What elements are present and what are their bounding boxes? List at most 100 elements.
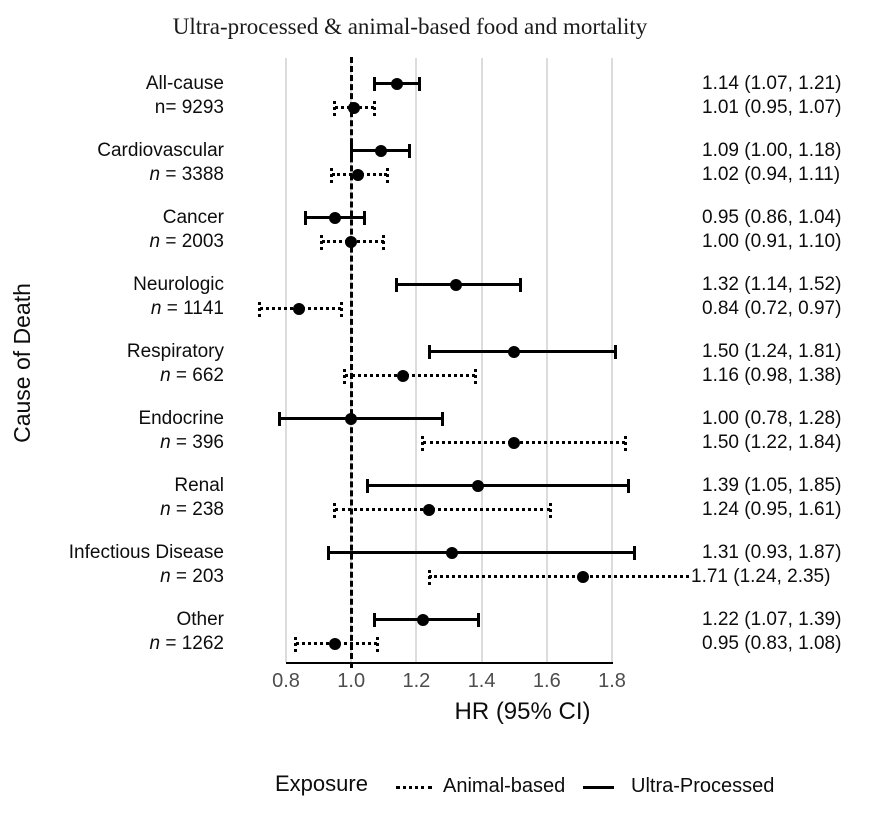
cause-label: Renal — [174, 474, 224, 496]
ci-line-ultra-processed — [279, 417, 443, 420]
hr-value: 1.01 (0.95, 1.07) — [702, 96, 842, 118]
ci-cap-high-ultra-processed — [633, 545, 637, 560]
ci-cap-high-ultra-processed — [613, 344, 617, 359]
point-estimate-animal-based — [423, 503, 436, 516]
ci-cap-high-animal-based — [375, 636, 379, 652]
ci-line-animal-based — [422, 441, 626, 444]
cause-label: Cancer — [162, 206, 224, 228]
hr-value: 1.16 (0.98, 1.38) — [702, 364, 842, 386]
hr-value: 1.22 (1.07, 1.39) — [702, 608, 842, 630]
point-estimate-ultra-processed — [472, 479, 485, 492]
solid-line-legend-sample — [583, 786, 614, 789]
cause-label: All-cause — [145, 72, 224, 94]
hr-value: 0.84 (0.72, 0.97) — [702, 297, 842, 319]
gridline-1.4 — [480, 58, 483, 662]
hr-value: 1.02 (0.94, 1.11) — [702, 163, 841, 185]
hr-value: 1.50 (1.24, 1.81) — [702, 340, 842, 362]
n-label: n = 1262 — [149, 632, 225, 654]
ci-cap-high-animal-based — [473, 368, 477, 384]
ci-cap-low-ultra-processed — [366, 478, 369, 493]
cause-label: Other — [176, 608, 224, 630]
legend-title: Exposure — [275, 771, 368, 796]
ci-line-ultra-processed — [328, 551, 635, 554]
hr-value: 1.00 (0.91, 1.10) — [702, 230, 842, 252]
point-estimate-ultra-processed — [345, 412, 358, 425]
n-label: n = 1141 — [150, 297, 224, 319]
hr-value: 1.00 (0.78, 1.28) — [702, 407, 842, 429]
ci-cap-high-ultra-processed — [362, 210, 366, 225]
legend-label-ultra-processed: Ultra-Processed — [631, 775, 775, 797]
ci-cap-high-animal-based — [623, 435, 627, 451]
point-estimate-ultra-processed — [416, 613, 429, 626]
n-label: n = 3388 — [149, 163, 225, 185]
point-estimate-animal-based — [345, 235, 358, 248]
x-tick-label-1.8: 1.8 — [598, 670, 626, 692]
ci-cap-low-animal-based — [333, 100, 337, 116]
hr-value: 0.95 (0.83, 1.08) — [702, 632, 842, 654]
n-label: n = 2003 — [149, 230, 225, 252]
gridline-0.8 — [285, 58, 287, 662]
n-label: n = 396 — [160, 431, 224, 453]
ci-cap-high-ultra-processed — [408, 143, 412, 158]
hr-value: 1.50 (1.22, 1.84) — [702, 431, 842, 453]
ci-cap-low-ultra-processed — [349, 143, 353, 158]
ci-line-ultra-processed — [429, 350, 616, 353]
point-estimate-ultra-processed — [328, 211, 341, 224]
x-tick-label-0.8: 0.8 — [272, 670, 300, 692]
ci-cap-high-animal-based — [382, 234, 386, 250]
hr-value: 1.32 (1.14, 1.52) — [702, 273, 842, 295]
ci-line-ultra-processed — [367, 484, 629, 487]
ci-cap-low-animal-based — [330, 167, 334, 183]
ci-cap-low-animal-based — [343, 368, 347, 384]
ci-cap-low-animal-based — [427, 569, 431, 585]
point-estimate-ultra-processed — [508, 345, 521, 358]
point-estimate-animal-based — [328, 637, 341, 650]
x-tick-label-1.6: 1.6 — [532, 670, 561, 692]
ci-cap-low-animal-based — [421, 435, 425, 451]
point-estimate-animal-based — [348, 101, 361, 114]
ci-cap-high-animal-based — [372, 100, 376, 116]
dotted-line-legend-sample — [396, 786, 432, 789]
ci-cap-low-ultra-processed — [304, 210, 308, 225]
point-estimate-ultra-processed — [374, 144, 387, 157]
ci-cap-high-animal-based — [385, 167, 389, 183]
point-estimate-ultra-processed — [390, 77, 403, 90]
ci-cap-high-ultra-processed — [519, 277, 523, 292]
ci-cap-high-ultra-processed — [418, 76, 422, 91]
hr-value: 1.71 (1.24, 2.35) — [691, 565, 831, 587]
cause-label: Respiratory — [126, 340, 224, 362]
hr-value: 0.95 (0.86, 1.04) — [702, 206, 842, 228]
hr-value: 1.09 (1.00, 1.18) — [702, 139, 842, 161]
n-label: n= 9293 — [154, 96, 224, 118]
point-estimate-ultra-processed — [449, 278, 462, 291]
ci-cap-low-ultra-processed — [326, 545, 330, 560]
ci-cap-low-animal-based — [320, 234, 324, 250]
reference-line — [349, 57, 353, 668]
ci-cap-high-ultra-processed — [440, 411, 444, 426]
gridline-1.6 — [545, 58, 548, 662]
n-label: n = 662 — [160, 364, 224, 386]
cause-label: Neurologic — [133, 273, 224, 295]
point-estimate-animal-based — [576, 570, 589, 583]
ci-cap-low-animal-based — [258, 301, 262, 317]
point-estimate-ultra-processed — [446, 546, 459, 559]
x-axis-line — [286, 662, 613, 664]
cause-label: Endocrine — [138, 407, 224, 429]
ci-cap-low-ultra-processed — [372, 76, 376, 91]
ci-cap-low-animal-based — [294, 636, 298, 652]
ci-cap-high-ultra-processed — [476, 612, 480, 627]
ci-line-animal-based — [429, 575, 689, 578]
ci-cap-low-ultra-processed — [277, 411, 281, 426]
ci-cap-high-animal-based — [548, 502, 552, 518]
x-tick-label-1.0: 1.0 — [337, 670, 366, 692]
hr-value: 1.24 (0.95, 1.61) — [702, 498, 842, 520]
ci-line-animal-based — [344, 374, 476, 377]
legend-label-animal-based: Animal-based — [443, 775, 566, 797]
ci-line-animal-based — [334, 508, 551, 511]
ci-cap-low-ultra-processed — [395, 277, 399, 292]
gridline-1.2 — [415, 58, 418, 662]
hr-value: 1.39 (1.05, 1.85) — [702, 474, 842, 496]
point-estimate-animal-based — [397, 369, 410, 382]
ci-cap-low-ultra-processed — [427, 344, 431, 359]
